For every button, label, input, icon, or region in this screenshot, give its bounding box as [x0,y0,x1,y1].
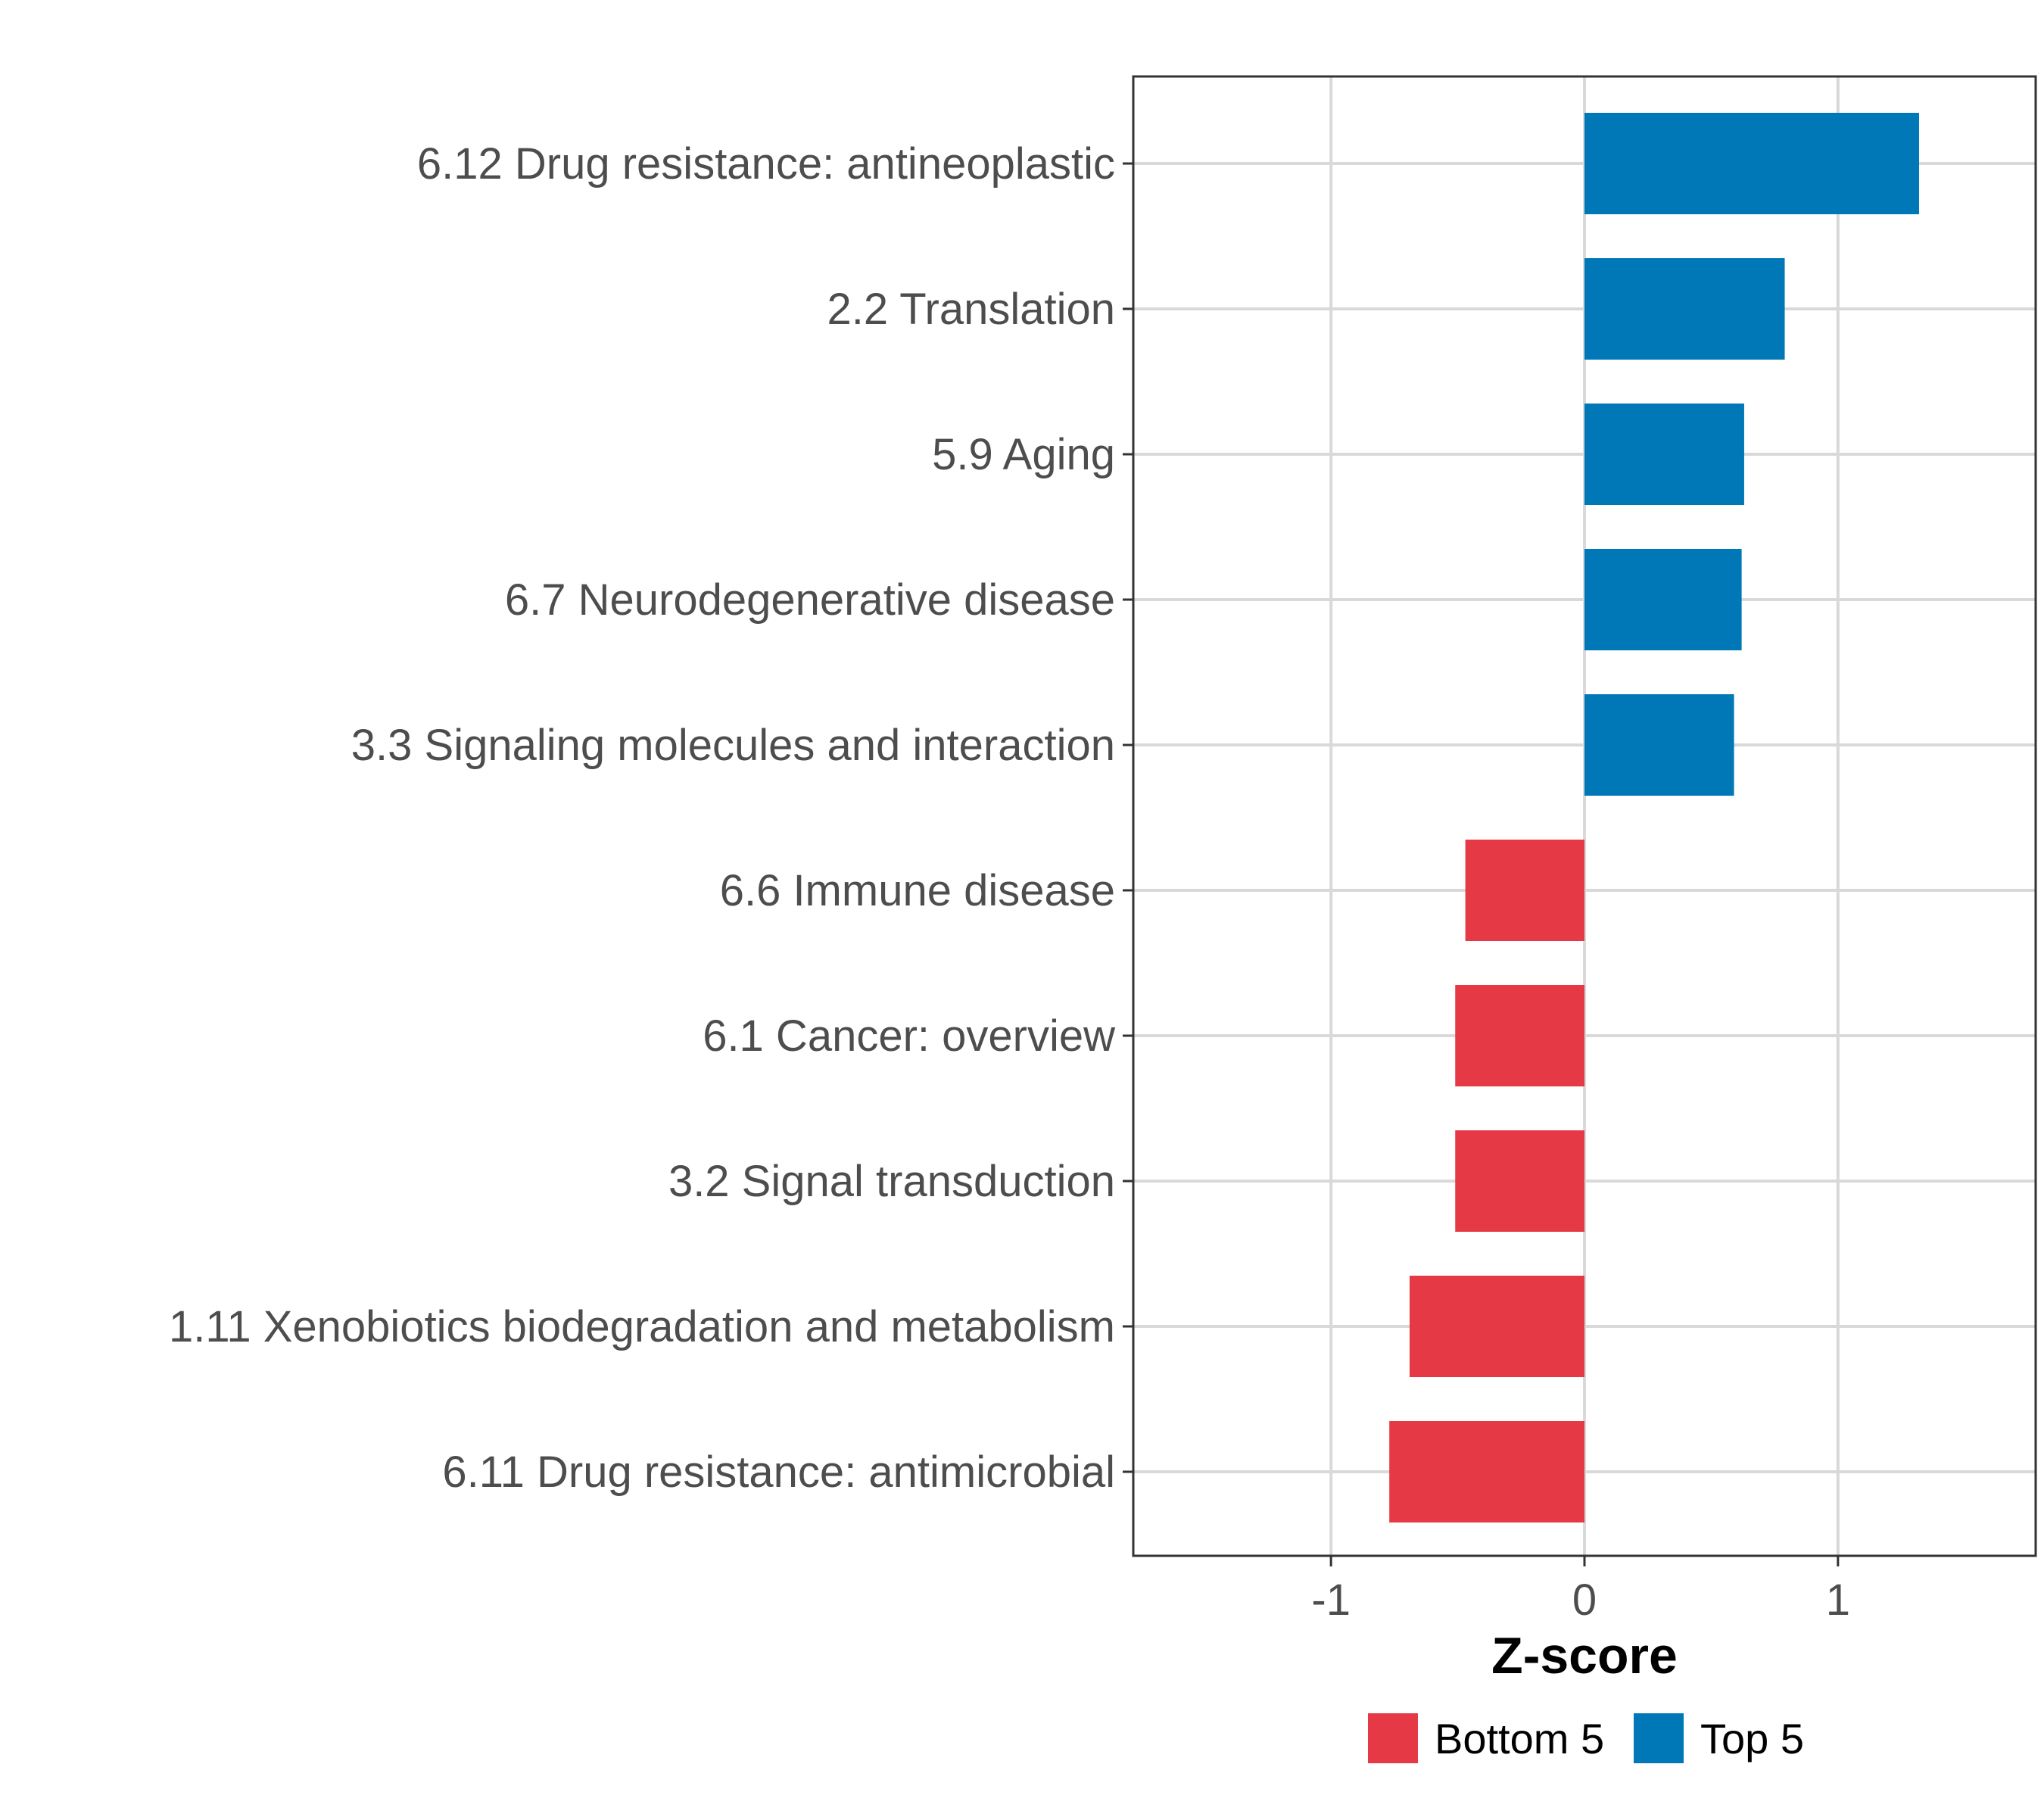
bar [1584,549,1742,650]
x-tick-label: -1 [1311,1575,1351,1625]
legend-label: Bottom 5 [1435,1715,1604,1762]
x-axis: -1 0 1 [1311,1556,1850,1625]
y-category-label: 6.1 Cancer: overview [703,1011,1116,1061]
x-tick-label: 1 [1826,1575,1850,1625]
bar [1455,985,1584,1086]
y-category-label: 5.9 Aging [932,430,1115,479]
bar [1409,1276,1584,1377]
legend: Bottom 5 Top 5 [1368,1713,1804,1763]
bar [1584,694,1734,796]
y-axis: 6.12 Drug resistance: antineoplastic 2.2 … [169,139,1133,1497]
x-axis-title: Z-score [1491,1627,1678,1685]
legend-label: Top 5 [1700,1715,1804,1762]
bar [1465,840,1584,941]
bar [1584,258,1785,360]
legend-key [1368,1713,1418,1763]
legend-key [1634,1713,1684,1763]
y-category-label: 2.2 Translation [827,285,1115,334]
y-category-label: 6.7 Neurodegenerative disease [505,575,1115,625]
y-category-label: 6.6 Immune disease [720,866,1115,915]
x-tick-label: 0 [1572,1575,1597,1625]
bar [1389,1421,1584,1522]
y-category-label: 6.11 Drug resistance: antimicrobial [442,1448,1115,1497]
y-category-label: 6.12 Drug resistance: antineoplastic [417,139,1115,189]
bar [1455,1130,1584,1232]
y-category-label: 1.11 Xenobiotics biodegradation and meta… [169,1302,1115,1351]
bar [1584,404,1744,505]
bar [1584,113,1919,214]
bars [1389,113,1919,1522]
y-category-label: 3.3 Signaling molecules and interaction [351,721,1115,770]
y-category-label: 3.2 Signal transduction [668,1157,1115,1206]
